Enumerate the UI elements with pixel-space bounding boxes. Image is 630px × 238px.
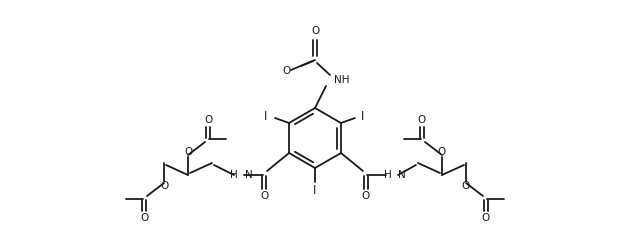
Text: O: O [311,26,319,36]
Text: O: O [362,191,370,201]
Text: H: H [231,170,238,180]
Text: O: O [160,181,168,191]
Text: NH: NH [334,75,350,85]
Text: I: I [361,110,365,124]
Text: H: H [384,170,392,180]
Text: O: O [140,213,148,223]
Text: N: N [245,170,253,180]
Text: I: I [313,183,317,197]
Text: O: O [418,115,426,125]
Text: I: I [263,110,267,124]
Text: O: O [260,191,268,201]
Text: O: O [184,147,192,157]
Text: O: O [482,213,490,223]
Text: O: O [283,66,291,76]
Text: O: O [204,115,212,125]
Text: O: O [438,147,446,157]
Text: N: N [398,170,406,180]
Text: O: O [462,181,470,191]
